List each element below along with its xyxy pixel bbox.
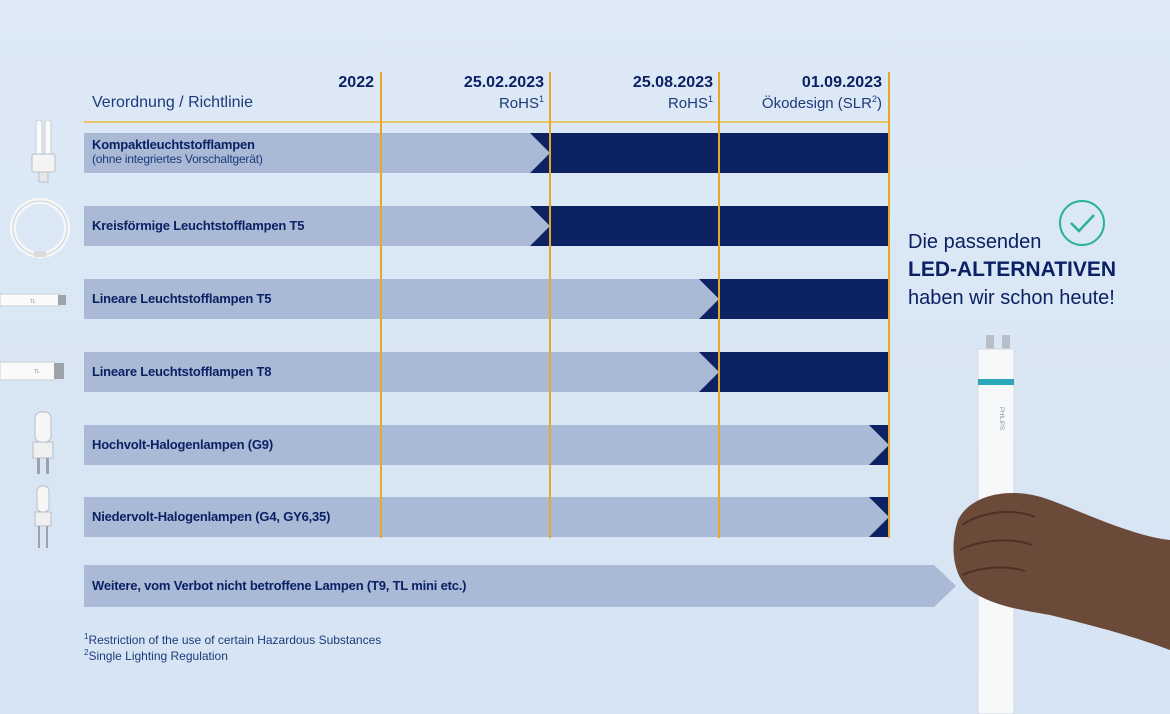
ban-arrow [530,133,550,173]
column-date: 01.09.2023 [801,74,882,91]
claim-line-2: LED-ALTERNATIVEN [908,258,1117,281]
column-2022: 2022 [214,74,374,92]
ban-arrow [530,206,550,246]
lamp-row-label: Lineare Leuchtstofflampen T8 [92,364,272,379]
ban-period-bar [530,206,889,246]
ban-arrow [699,279,719,319]
led-claim: Die passenden LED-ALTERNATIVEN haben wir… [908,228,1116,312]
deadline-line-aug-2023 [718,72,720,538]
column-regulation: RoHS1 [667,94,713,112]
lamp-row-label: Lineare Leuchtstofflampen T5 [92,291,272,306]
checkmark-icon [1059,200,1105,246]
g4-halogen-lamp-icon [34,485,52,548]
lamp-row-sublabel: (ohne integriertes Vorschaltgerät) [92,152,263,166]
ban-period-bar [699,352,889,392]
ban-period-bar [530,133,889,173]
other-lamps-arrow [934,565,956,607]
lamp-row-bar [84,206,550,246]
lamp-row-bar [84,279,719,319]
linear-t8-lamp-icon: TL [0,361,64,381]
lamp-row-label: Kreisförmige Leuchtstofflampen T5 [92,218,305,233]
lamp-row-bar [84,425,889,465]
svg-text:TL: TL [34,369,40,375]
column-regulation: RoHS1 [498,94,544,112]
claim-line-3: haben wir schon heute! [908,287,1115,309]
lamp-row-label: Kompaktleuchtstofflampen (ohne integriert… [92,137,263,166]
linear-t5-lamp-icon: TL [0,293,66,307]
other-lamps-label: Weitere, vom Verbot nicht betroffene Lam… [92,578,467,593]
g9-halogen-lamp-icon [32,411,54,474]
circular-fluorescent-lamp-icon [10,198,70,258]
lamp-row-bar [84,497,889,537]
ban-arrow [699,352,719,392]
ban-arrow [869,497,889,537]
header-divider [84,121,890,123]
ban-arrow [869,425,889,465]
column-regulation: Ökodesign (SLR2) [761,94,882,112]
led-tube-in-hand-image: PHILIPS [953,335,1170,714]
column-date: 25.08.2023 [632,74,713,91]
regulation-header-label: Verordnung / Richtlinie [92,94,253,111]
lamp-row-bar [84,352,719,392]
lamp-row-label: Niedervolt-Halogenlampen (G4, GY6,35) [92,509,331,524]
column-date: 2022 [338,74,374,91]
footnote-2: 2Single Lighting Regulation [84,648,228,663]
column-date: 25.02.2023 [463,74,544,91]
lamp-row-label: Hochvolt-Halogenlampen (G9) [92,437,273,452]
column-01-09-2023: 01.09.2023 Ökodesign (SLR2) [722,74,882,112]
claim-line-1: Die passenden [908,231,1042,253]
lamp-row-bar [84,133,550,173]
column-25-08-2023: 25.08.2023 RoHS1 [553,74,713,112]
deadline-line-sep-2023 [888,72,890,538]
deadline-line-2022 [380,72,382,538]
deadline-line-feb-2023 [549,72,551,538]
ban-period-bar [699,279,889,319]
compact-fluorescent-lamp-icon [31,119,56,183]
svg-text:PHILIPS: PHILIPS [998,407,1004,430]
other-lamps-bar [84,565,934,607]
footnote-1: 1Restriction of the use of certain Hazar… [84,632,382,647]
svg-text:TL: TL [30,299,36,305]
column-25-02-2023: 25.02.2023 RoHS1 [384,74,544,112]
